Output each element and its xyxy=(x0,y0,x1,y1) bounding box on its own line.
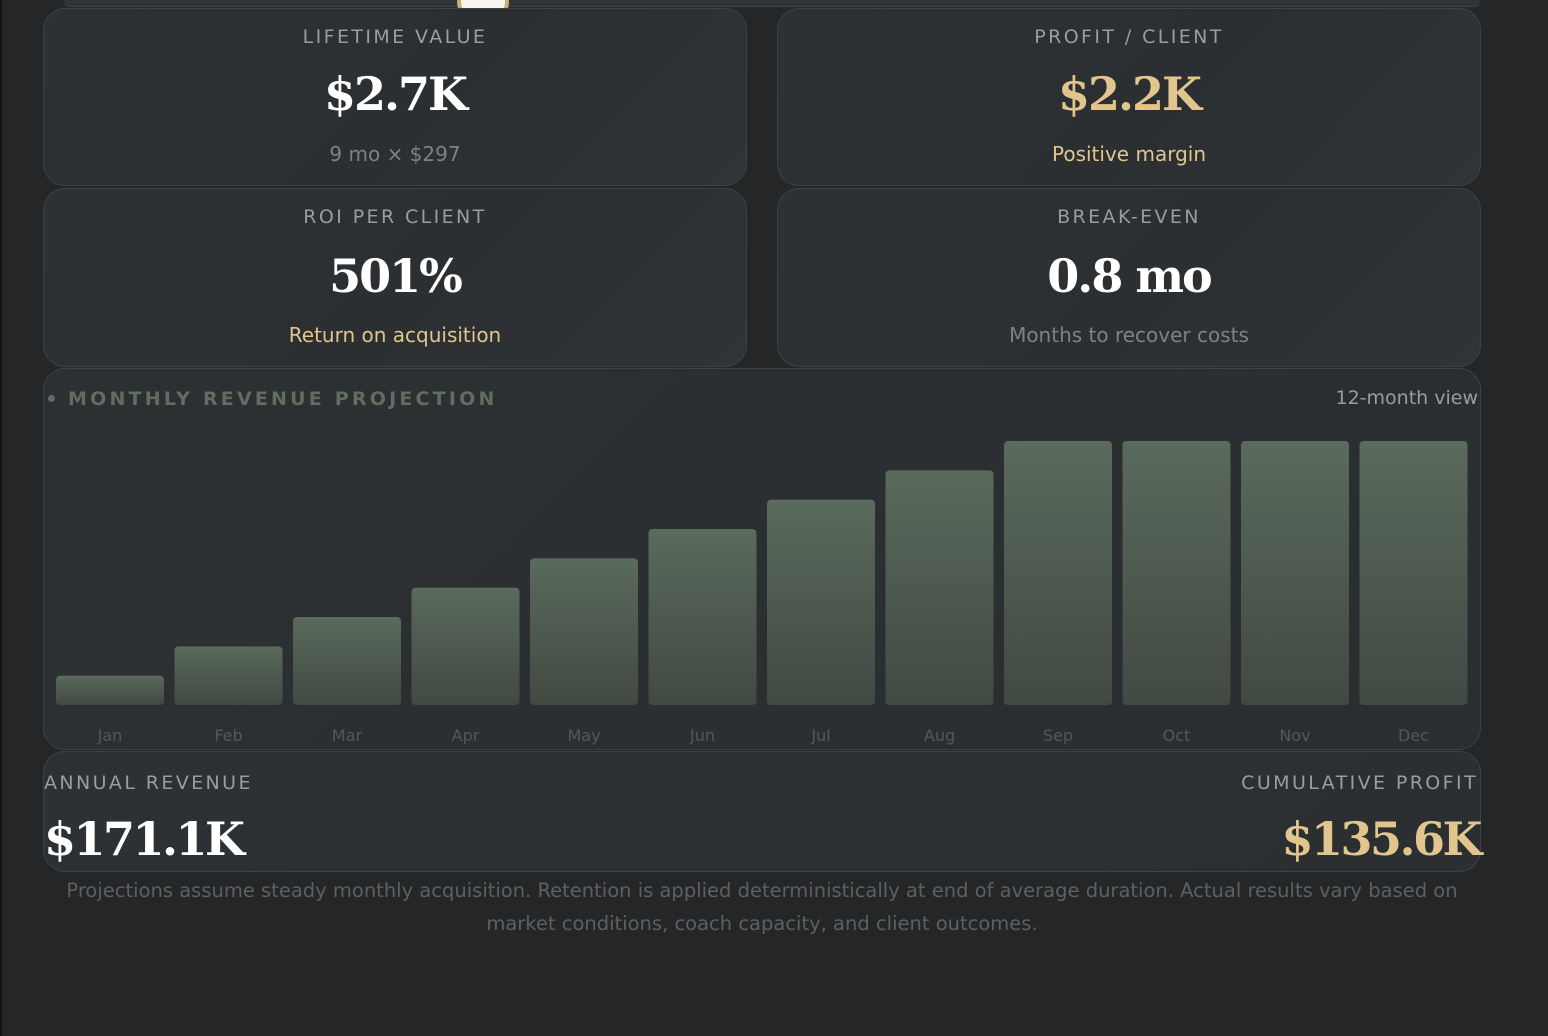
break-even-label: BREAK-EVEN xyxy=(1057,206,1201,228)
x-tick-label: Oct xyxy=(1163,726,1191,745)
break-even-value: 0.8 mo xyxy=(1047,249,1212,303)
roi-card: ROI PER CLIENT 501% Return on acquisitio… xyxy=(43,188,747,367)
disclaimer-text: Projections assume steady monthly acquis… xyxy=(66,879,1458,935)
lifetime-value-label: LIFETIME VALUE xyxy=(302,26,488,48)
bar-jan xyxy=(56,675,164,705)
x-tick-label: Apr xyxy=(452,726,480,745)
bar-jul xyxy=(767,499,875,705)
bar-oct xyxy=(1122,441,1231,705)
profit-client-value: $2.2K xyxy=(1057,67,1202,121)
lifetime-value-sub: 9 mo × $297 xyxy=(329,142,461,166)
x-tick-label: May xyxy=(567,726,600,745)
profit-client-sub: Positive margin xyxy=(1052,142,1206,166)
bullet-dot-icon xyxy=(48,395,55,402)
bar-feb xyxy=(174,646,283,705)
bar-sep xyxy=(1004,441,1112,705)
roi-label: ROI PER CLIENT xyxy=(303,206,487,228)
break-even-sub: Months to recover costs xyxy=(1009,323,1249,347)
break-even-card: BREAK-EVEN 0.8 mo Months to recover cost… xyxy=(777,188,1481,367)
revenue-chart-card: MONTHLY REVENUE PROJECTION 12-month view… xyxy=(43,368,1481,750)
x-tick-label: Jul xyxy=(810,726,830,745)
bar-may xyxy=(530,558,638,705)
slider-track[interactable] xyxy=(64,0,1480,7)
bar-jun xyxy=(648,529,757,705)
profit-client-card: PROFIT / CLIENT $2.2K Positive margin xyxy=(777,8,1481,186)
x-tick-label: Dec xyxy=(1398,726,1429,745)
roi-sub: Return on acquisition xyxy=(288,323,502,347)
revenue-bar-chart: Jan Feb Mar Apr May Jun Jul Aug Sep Oct Nov Dec xyxy=(56,441,1468,745)
roi-value: 501% xyxy=(329,249,463,303)
bar-mar xyxy=(293,617,401,705)
annual-revenue-label: ANNUAL REVENUE xyxy=(44,772,253,794)
profit-client-label: PROFIT / CLIENT xyxy=(1034,26,1224,48)
lifetime-value-card: LIFETIME VALUE $2.7K 9 mo × $297 xyxy=(43,8,747,186)
annual-summary-card: ANNUAL REVENUE CUMULATIVE PROFIT $171.1K… xyxy=(43,751,1482,872)
x-tick-label: Sep xyxy=(1043,726,1073,745)
bar-apr xyxy=(411,587,520,705)
x-tick-label: Mar xyxy=(332,726,363,745)
x-tick-label: Nov xyxy=(1279,726,1310,745)
bar-aug xyxy=(885,470,994,705)
annual-revenue-value: $171.1K xyxy=(44,812,245,866)
x-tick-label: Jan xyxy=(97,726,123,745)
window-edge xyxy=(0,0,2,1036)
chart-view-label: 12-month view xyxy=(1335,387,1479,409)
x-tick-label: Jun xyxy=(689,726,715,745)
lifetime-value-value: $2.7K xyxy=(323,67,468,121)
bar-nov xyxy=(1241,441,1349,705)
cumulative-profit-label: CUMULATIVE PROFIT xyxy=(1241,772,1478,794)
chart-title: MONTHLY REVENUE PROJECTION xyxy=(68,388,498,410)
x-tick-label: Feb xyxy=(214,726,242,745)
x-tick-label: Aug xyxy=(924,726,955,745)
cumulative-profit-value: $135.6K xyxy=(1281,812,1482,866)
bar-dec xyxy=(1359,441,1468,705)
